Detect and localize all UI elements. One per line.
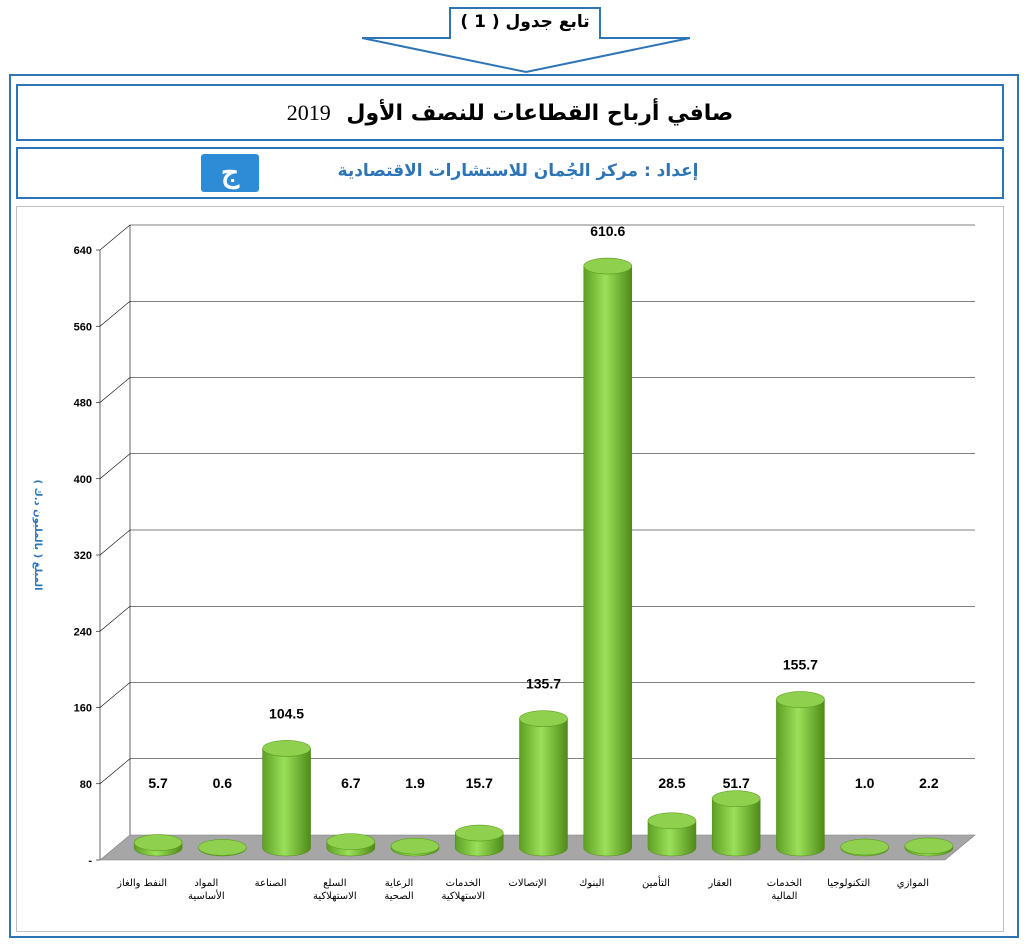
data-label: 1.9 [405, 775, 425, 791]
y-tick-label: 400 [74, 474, 92, 486]
x-tick-label: الرعاية [385, 878, 414, 889]
chart-frame [16, 206, 1004, 932]
bar-top [519, 710, 568, 727]
title-main: صافي أرباح القطاعات للنصف الأول [346, 100, 734, 126]
y-tick-label: 560 [74, 321, 92, 333]
y-tick-label: 480 [74, 398, 92, 410]
bar-top [262, 740, 311, 757]
data-label: 5.7 [148, 775, 168, 791]
data-label: 2.2 [919, 775, 939, 791]
bar-top [711, 790, 761, 808]
y-tick-label: 80 [80, 779, 92, 791]
bar [519, 718, 568, 857]
x-tick-label: العقار [707, 878, 732, 889]
bar-top [583, 257, 633, 275]
data-label: 0.6 [213, 775, 233, 791]
y-tick-label: 160 [74, 703, 92, 715]
grid-diagonal [99, 224, 131, 251]
y-tick-label: - [88, 855, 92, 867]
bar-top [647, 812, 697, 830]
title-year: 2019 [286, 99, 331, 125]
subtitle-box: إعداد : مركز الجُمان للاستشارات الاقتصاد… [16, 147, 1004, 199]
x-tick-label: البنوك [579, 878, 604, 889]
x-tick-label: الخدمات [446, 878, 481, 889]
x-tick-label: الصحية [384, 891, 413, 902]
x-tick-label: الاستهلاكية [441, 891, 485, 902]
bar-top [840, 838, 889, 856]
data-label: 104.5 [269, 705, 304, 721]
bar [711, 798, 761, 857]
bar [647, 820, 697, 857]
data-label: 15.7 [466, 775, 493, 791]
x-tick-label: الموازي [897, 878, 929, 889]
bar [776, 699, 825, 857]
page-title: صافي أرباح القطاعات للنصف الأول 2019 [287, 100, 734, 126]
x-tick-label: النفط والغاز [116, 878, 167, 889]
x-tick-label: الخدمات [767, 878, 802, 889]
title-box: صافي أرباح القطاعات للنصف الأول 2019 [16, 84, 1004, 141]
grid-diagonal [99, 606, 131, 632]
bar [262, 748, 311, 857]
bar-top [454, 824, 504, 842]
grid-diagonal [99, 682, 131, 708]
grid-diagonal [99, 529, 131, 556]
page-subtitle: إعداد : مركز الجُمان للاستشارات الاقتصاد… [337, 161, 699, 181]
banner-label: تابع جدول ( 1 ) [460, 12, 590, 32]
x-tick-label: المواد [194, 878, 218, 889]
x-tick-label: الاستهلاكية [313, 891, 357, 902]
grid-diagonal [99, 301, 131, 327]
logo: ج [201, 154, 259, 192]
y-tick-label: 240 [74, 626, 92, 638]
data-label: 6.7 [341, 775, 361, 791]
data-label: 28.5 [658, 775, 685, 791]
x-tick-label: التكنولوجيا [827, 878, 870, 889]
grid-diagonal [99, 758, 131, 784]
data-label: 155.7 [783, 657, 818, 673]
logo-letter: ج [220, 156, 240, 189]
outer-frame [9, 74, 1019, 938]
x-tick-label: السلع [323, 878, 346, 889]
data-label: 1.0 [855, 775, 875, 791]
x-tick-label: المالية [771, 891, 797, 902]
grid-diagonal [99, 377, 131, 403]
x-tick-label: الصناعة [255, 878, 287, 889]
grid-diagonal [99, 453, 131, 479]
continuation-banner [361, 7, 691, 74]
data-label: 51.7 [723, 775, 750, 791]
x-tick-label: الأساسية [188, 889, 225, 902]
bar-top [133, 834, 183, 851]
bar-top [390, 837, 440, 855]
bar-top [326, 833, 376, 850]
data-label: 610.6 [590, 223, 625, 239]
y-tick-label: 320 [74, 550, 92, 562]
bar-top [198, 839, 247, 856]
y-axis-label: المبلغ ( بالمليون د.ك ) [32, 480, 43, 591]
x-tick-label: الإتصالات [508, 878, 546, 889]
bar [583, 265, 632, 857]
x-tick-label: التأمين [642, 875, 670, 889]
y-tick-label: 640 [74, 245, 92, 257]
bar-top [904, 837, 954, 855]
bar-top [776, 691, 825, 708]
data-label: 135.7 [526, 676, 561, 692]
